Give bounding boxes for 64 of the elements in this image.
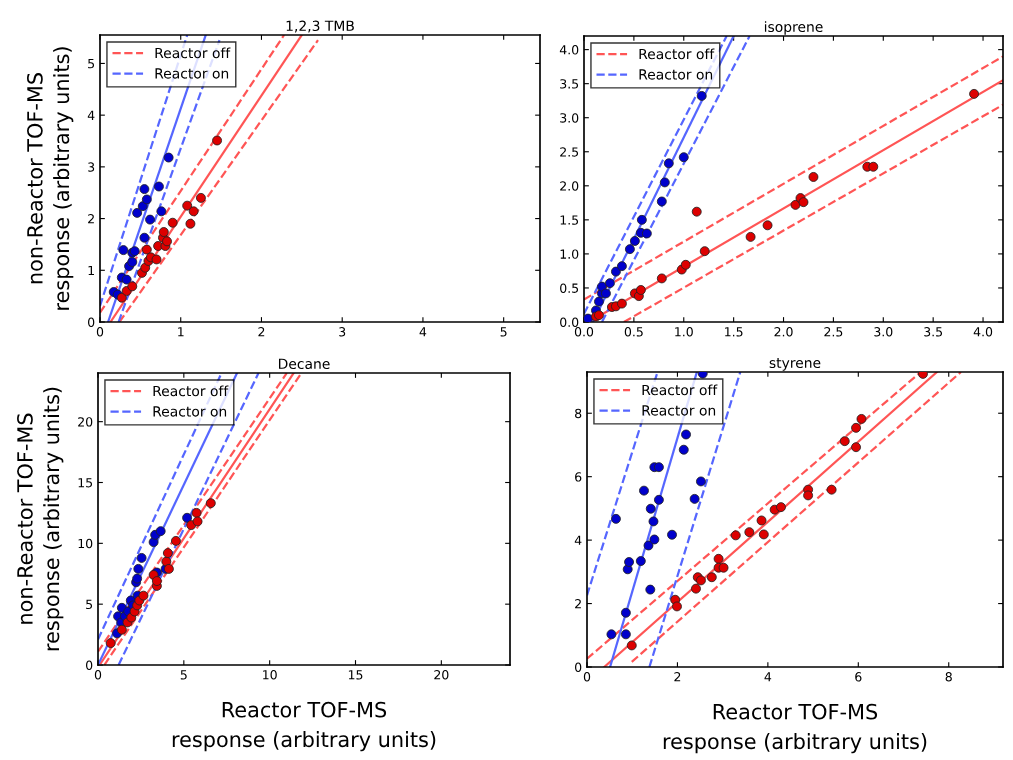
legend-label: Reactor on <box>639 69 713 80</box>
y-tick-label: 3.5 <box>560 79 579 89</box>
y-tick-label: 0.5 <box>560 283 579 293</box>
x-tick-label: 5 <box>500 327 507 337</box>
x-tick-label: 4.0 <box>973 327 993 337</box>
legend-label: Reactor off <box>639 48 715 60</box>
y-tick-label: 15 <box>78 478 93 488</box>
y-tick-label: 3 <box>88 162 95 172</box>
y-tick-label: 5 <box>88 59 95 69</box>
y-tick-label: 4 <box>574 535 582 545</box>
x-axis-title: Reactor TOF-MS response (arbitrary units) <box>663 703 927 754</box>
x-tick-label: 8 <box>945 672 952 682</box>
y-tick-label: 3.0 <box>560 113 579 123</box>
x-tick-label: 4 <box>419 327 427 337</box>
y-tick-label: 6 <box>575 472 582 482</box>
x-tick-label: 6 <box>855 672 862 682</box>
y-tick-label: 1.5 <box>560 215 579 225</box>
y-tick-label: 2.0 <box>560 181 579 191</box>
legend-label: Reactor on <box>155 68 229 79</box>
y-tick-label: 4.0 <box>559 45 579 55</box>
x-tick-label: 3.0 <box>874 327 893 337</box>
y-tick-label: 5 <box>86 599 93 610</box>
x-tick-label: 0 <box>96 327 104 337</box>
x-tick-label: 2.0 <box>774 327 793 337</box>
y-tick-label: 1 <box>88 265 94 276</box>
x-tick-label: 0.5 <box>624 327 643 337</box>
x-tick-label: 0 <box>583 672 591 682</box>
y-tick-label: 0.0 <box>560 317 579 327</box>
y-tick-label: 10 <box>78 538 93 549</box>
y-tick-label: 0 <box>86 660 93 670</box>
y-tick-label: 20 <box>78 417 93 427</box>
legend-label: Reactor off <box>642 384 718 396</box>
chart-title: isoprene <box>764 21 823 35</box>
y-tick-label: 8 <box>575 408 582 419</box>
x-tick-label: 1 <box>178 327 184 337</box>
y-axis-title: non-Reactor TOF-MS response (arbitrary units) <box>17 387 64 651</box>
y-axis-title: non-Reactor TOF-MS response (arbitrary units) <box>27 47 74 310</box>
y-tick-label: 2.5 <box>560 147 579 157</box>
chart-title: styrene <box>769 358 821 371</box>
y-tick-label: 0 <box>575 662 582 672</box>
legend-label: Reactor off <box>155 47 231 59</box>
legend-label: Reactor off <box>153 385 229 397</box>
x-tick-label: 2 <box>674 672 681 682</box>
x-tick-label: 20 <box>434 670 449 680</box>
y-tick-label: 0 <box>88 317 95 327</box>
y-tick-label: 4 <box>87 110 95 120</box>
x-axis-title: Reactor TOF-MS response (arbitrary units) <box>172 701 436 752</box>
y-tick-label: 1.0 <box>560 249 579 259</box>
x-tick-label: 2 <box>258 327 265 337</box>
x-tick-label: 5 <box>180 670 187 680</box>
chart-title: Decane <box>278 358 330 370</box>
x-tick-label: 2.5 <box>824 327 843 337</box>
x-tick-label: 15 <box>348 670 363 680</box>
x-tick-label: 10 <box>263 670 277 680</box>
y-tick-label: 2 <box>575 599 581 609</box>
legend-label: Reactor on <box>153 406 227 417</box>
chart-title: 1,2,3 TMB <box>286 20 354 33</box>
x-tick-label: 1.0 <box>675 327 693 337</box>
x-tick-label: 4 <box>764 672 772 682</box>
x-tick-label: 3 <box>339 327 346 337</box>
y-tick-label: 2 <box>88 214 94 224</box>
legend-label: Reactor on <box>642 405 716 416</box>
x-tick-label: 3.5 <box>924 327 943 337</box>
x-tick-label: 1.5 <box>725 327 743 337</box>
